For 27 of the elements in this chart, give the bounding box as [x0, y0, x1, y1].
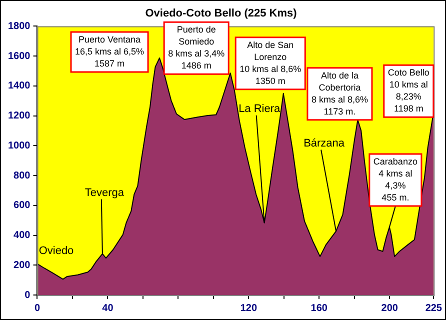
chart-title: Oviedo-Coto Bello (225 Kms) — [145, 8, 298, 20]
x-tick-label: 120 — [240, 302, 258, 314]
annotation: Puerto de Somiedo 8 kms al 3,4% 1486 m — [168, 24, 225, 71]
annotation: Coto Bello 10 kms al 8,23% 1198 m — [388, 68, 430, 114]
y-tick-label: 1800 — [8, 20, 31, 32]
annotation: Alto de la Cobertoria 8 kms al 8,6% 1173 m. — [311, 70, 368, 116]
y-tick-label: 200 — [14, 260, 31, 271]
x-tick-label: 160 — [310, 302, 328, 314]
y-tick-label: 0 — [24, 290, 31, 301]
annotation: Bárzana — [304, 137, 346, 150]
annotation: Carabanzo 4 kms al 4,3% 455 m. — [373, 156, 418, 203]
x-tick-label: 0 — [34, 302, 40, 314]
annotation: La Riera — [238, 102, 282, 115]
annotation: Teverga — [84, 186, 125, 199]
y-tick-label: 1400 — [8, 80, 31, 92]
x-tick-label: 200 — [381, 302, 398, 314]
x-tick-label: 40 — [102, 302, 114, 314]
y-tick-label: 1200 — [8, 110, 31, 122]
y-tick-label: 600 — [14, 200, 31, 212]
x-tick-label: 225 — [425, 302, 442, 314]
annotation: Puerto Ventana 16,5 kms al 6,5% 1587 m — [74, 34, 144, 68]
y-tick-label: 800 — [14, 170, 31, 182]
y-tick-label: 1600 — [8, 50, 31, 62]
annotation: Alto de San Lorenzo 10 kms al 8,6% 1350 m — [240, 40, 302, 86]
y-tick-label: 400 — [14, 230, 31, 242]
annotation: Oviedo — [38, 244, 74, 257]
y-tick-label: 1000 — [8, 140, 31, 152]
